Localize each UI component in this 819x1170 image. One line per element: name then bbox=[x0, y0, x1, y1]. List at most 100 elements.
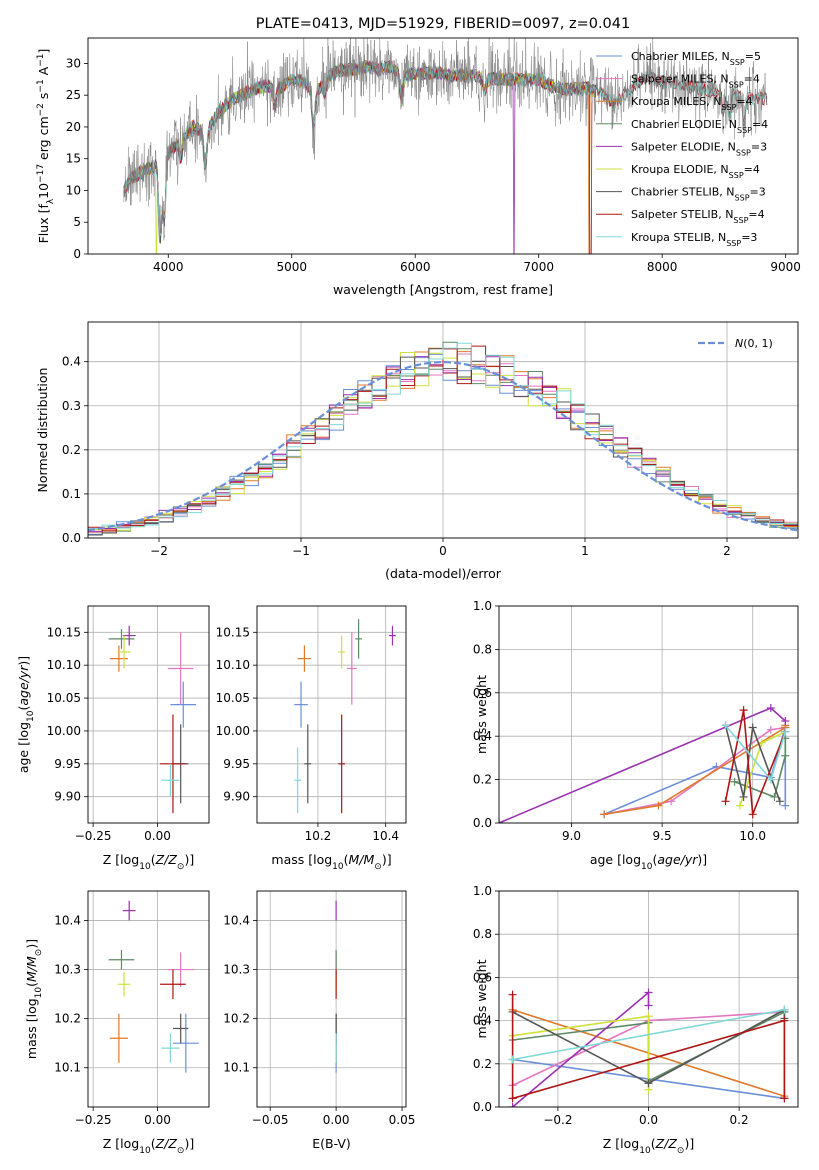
point-chabrier-stelib bbox=[304, 724, 312, 804]
data-point bbox=[739, 706, 748, 715]
data-point bbox=[721, 721, 730, 730]
data-point bbox=[508, 1055, 517, 1064]
y-tick-label: 10.00 bbox=[47, 724, 81, 738]
x-tick-label: 0.00 bbox=[144, 829, 171, 843]
x-axis-label: E(B-V) bbox=[312, 1136, 351, 1151]
mass-weight-vs-age-frame bbox=[498, 605, 799, 824]
x-tick-label: −1 bbox=[292, 544, 310, 558]
y-tick-label: 9.90 bbox=[223, 790, 250, 804]
series-salpeter-stelib bbox=[721, 706, 790, 819]
x-tick-label: 0.0 bbox=[639, 1113, 658, 1127]
data-point bbox=[730, 777, 739, 786]
y-tick-label: 20 bbox=[66, 120, 81, 134]
legend-label-salpeter-stelib: Salpeter STELIB, NSSP=4 bbox=[631, 208, 765, 225]
x-tick-label: 6000 bbox=[400, 260, 431, 274]
point-chabrier-miles bbox=[294, 681, 308, 728]
y-axis-label: Normed distribution bbox=[35, 368, 50, 493]
y-tick-label: 0 bbox=[73, 247, 81, 261]
legend: Chabrier MILES, NSSP=5 Salpeter MILES, NS… bbox=[596, 50, 768, 247]
legend-label-chabrier-elodie: Chabrier ELODIE, NSSP=4 bbox=[631, 118, 768, 135]
point-kroupa-elodie bbox=[117, 972, 131, 997]
data-point bbox=[775, 797, 784, 806]
y-tick-label: 10.15 bbox=[47, 625, 81, 639]
point-chabrier-miles bbox=[170, 681, 197, 728]
y-tick-label: 15 bbox=[66, 152, 81, 166]
y-axis-label: mass weight bbox=[474, 959, 489, 1038]
spectrum-axes: 4000 5000 6000 7000 8000 9000 0 5 10 15 20 25 30 bbox=[66, 38, 801, 274]
y-tick-label: 10.05 bbox=[47, 691, 81, 705]
series-line bbox=[512, 990, 650, 1107]
point-salpeter-stelib bbox=[338, 714, 346, 814]
point-salpeter-elodie bbox=[389, 625, 396, 646]
data-point bbox=[766, 703, 775, 712]
mass-vs-extinction-frame bbox=[256, 890, 407, 1108]
x-axis-label: age [log10(age/yr)] bbox=[590, 852, 707, 872]
y-tick-label: 0.2 bbox=[473, 773, 492, 787]
y-axis-label: Flux [fλ10−17 erg cm−2 s−1 A−1] bbox=[36, 49, 56, 244]
normal-curve bbox=[87, 360, 799, 532]
y-tick-label: 10.3 bbox=[54, 963, 81, 977]
data-point bbox=[766, 725, 775, 734]
point-kroupa-elodie bbox=[338, 635, 346, 669]
y-tick-label: 10.3 bbox=[223, 963, 250, 977]
y-tick-label: 0.0 bbox=[473, 1100, 492, 1114]
legend-label-kroupa-elodie: Kroupa ELODIE, NSSP=4 bbox=[631, 163, 760, 180]
data-point bbox=[600, 810, 609, 819]
y-tick-label: 0.4 bbox=[62, 355, 81, 369]
data-point bbox=[508, 990, 517, 999]
data-point bbox=[781, 727, 790, 736]
series-kroupa-stelib bbox=[721, 721, 790, 784]
y-tick-label: 0.0 bbox=[62, 531, 81, 545]
spectrum-frame bbox=[87, 37, 799, 255]
x-tick-label: 5000 bbox=[276, 260, 307, 274]
x-tick-label: 2 bbox=[723, 544, 731, 558]
data-point bbox=[748, 810, 757, 819]
data-point bbox=[644, 1001, 653, 1010]
y-tick-label: 10.2 bbox=[223, 1012, 250, 1026]
y-axis-label: mass weight bbox=[474, 675, 489, 754]
x-axis-label: Z [log10(Z/Z⊙)] bbox=[603, 1136, 694, 1156]
data-point bbox=[654, 801, 663, 810]
y-tick-label: 0.2 bbox=[62, 443, 81, 457]
data-point bbox=[644, 1012, 653, 1021]
data-point bbox=[508, 1094, 517, 1103]
point-chabrier-miles bbox=[172, 1013, 199, 1073]
data-point bbox=[736, 801, 745, 810]
y-tick-label: 10.15 bbox=[216, 625, 250, 639]
y-tick-label: 9.95 bbox=[223, 757, 250, 771]
legend-label-gaussian: N(0, 1) bbox=[735, 337, 773, 350]
series-chabrier-elodie bbox=[730, 734, 790, 801]
mass-weight-vs-metallicity-axes: −0.2 0.0 0.2 0.0 0.2 0.4 0.6 0.8 1.0 bbox=[473, 884, 798, 1127]
legend-label-chabrier-miles: Chabrier MILES, NSSP=5 bbox=[631, 50, 761, 67]
y-tick-label: 0.8 bbox=[473, 927, 492, 941]
data-point bbox=[748, 723, 757, 732]
point-chabrier-stelib bbox=[172, 1013, 189, 1044]
y-tick-label: 0.4 bbox=[473, 729, 492, 743]
age-vs-metallicity-axes: −0.25 0.00 9.90 9.95 10.00 10.05 10.10 10.15 bbox=[47, 606, 209, 843]
age-vs-metallicity-frame bbox=[87, 605, 210, 824]
x-tick-label: −0.25 bbox=[75, 1113, 112, 1127]
data-point bbox=[780, 1005, 789, 1014]
data-point bbox=[766, 775, 775, 784]
y-tick-label: 0.3 bbox=[62, 399, 81, 413]
y-tick-label: 1.0 bbox=[473, 884, 492, 898]
legend-label-chabrier-stelib: Chabrier STELIB, NSSP=3 bbox=[631, 186, 766, 203]
series-salpeter-elodie bbox=[508, 988, 653, 1107]
x-tick-label: 10.2 bbox=[305, 829, 332, 843]
age-vs-mass-axes: 10.2 10.4 9.90 9.95 10.00 10.05 10.10 10.15 bbox=[216, 606, 406, 843]
y-tick-label: 25 bbox=[66, 88, 81, 102]
data-point bbox=[721, 797, 730, 806]
mass-vs-metallicity-frame bbox=[87, 890, 210, 1108]
data-point bbox=[781, 801, 790, 810]
x-tick-label: −0.2 bbox=[543, 1113, 572, 1127]
point-kroupa-stelib bbox=[161, 1033, 180, 1063]
mass-vs-metallicity-axes: −0.25 0.00 10.1 10.2 10.3 10.4 bbox=[54, 891, 209, 1127]
x-tick-label: 0.00 bbox=[323, 1113, 350, 1127]
series-salpeter-elodie bbox=[499, 703, 790, 823]
point-kroupa-elodie bbox=[117, 635, 131, 669]
series-line bbox=[724, 710, 787, 815]
x-tick-label: −0.05 bbox=[252, 1113, 289, 1127]
chart-title: PLATE=0413, MJD=51929, FIBERID=0097, z=0… bbox=[256, 16, 630, 32]
y-tick-label: 10 bbox=[66, 183, 81, 197]
